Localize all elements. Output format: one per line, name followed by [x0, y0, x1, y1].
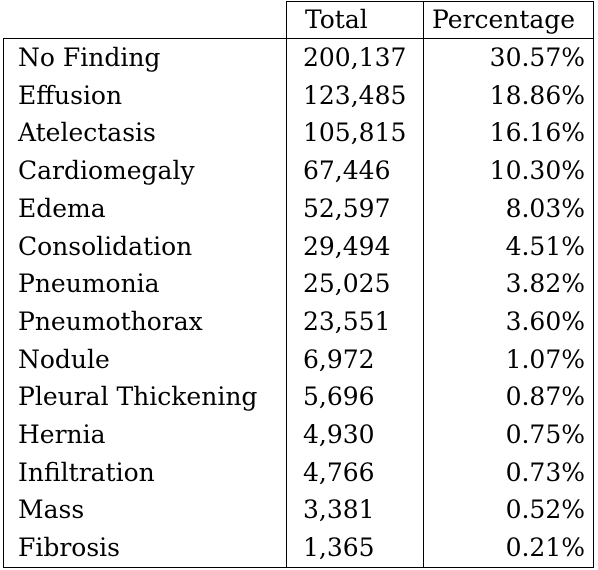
finding-label: Fibrosis [3, 529, 287, 568]
findings-table: Total Percentage No Finding 200,137 30.57%… [3, 1, 594, 568]
table-row: Mass 3,381 0.52% [3, 491, 594, 530]
finding-total: 25,025 [286, 265, 424, 303]
finding-total: 123,485 [286, 76, 424, 115]
finding-total: 5,696 [286, 378, 424, 417]
finding-label: Cardiomegaly [3, 152, 287, 190]
table-row: Infiltration 4,766 0.73% [3, 453, 594, 492]
finding-percentage: 30.57% [423, 38, 594, 77]
finding-label: Atelectasis [3, 114, 287, 153]
finding-total: 6,972 [286, 340, 424, 379]
finding-total: 67,446 [286, 152, 424, 190]
table-row: Nodule 6,972 1.07% [3, 340, 594, 379]
table-row: Pleural Thickening 5,696 0.87% [3, 378, 594, 417]
finding-label: Nodule [3, 340, 287, 379]
header-row: Total Percentage [3, 1, 594, 39]
table-row: Consolidation 29,494 4.51% [3, 227, 594, 266]
finding-percentage: 0.73% [423, 453, 594, 492]
table-row: Edema 52,597 8.03% [3, 189, 594, 228]
finding-total: 23,551 [286, 302, 424, 341]
finding-total: 4,930 [286, 416, 424, 454]
header-total: Total [286, 1, 424, 39]
finding-percentage: 16.16% [423, 114, 594, 153]
finding-total: 105,815 [286, 114, 424, 153]
finding-percentage: 0.75% [423, 416, 594, 454]
finding-label: Consolidation [3, 227, 287, 266]
table-row: Effusion 123,485 18.86% [3, 76, 594, 115]
finding-total: 52,597 [286, 189, 424, 228]
finding-total: 1,365 [286, 529, 424, 568]
table-body: No Finding 200,137 30.57% Effusion 123,485 18… [3, 38, 594, 568]
finding-total: 3,381 [286, 491, 424, 530]
finding-percentage: 3.60% [423, 302, 594, 341]
finding-label: Infiltration [3, 453, 287, 492]
header-percentage: Percentage [423, 1, 594, 39]
finding-total: 4,766 [286, 453, 424, 492]
finding-label: Pneumothorax [3, 302, 287, 341]
finding-label: Effusion [3, 76, 287, 115]
finding-percentage: 0.21% [423, 529, 594, 568]
finding-percentage: 3.82% [423, 265, 594, 303]
finding-label: Pleural Thickening [3, 378, 287, 417]
finding-label: Hernia [3, 416, 287, 454]
finding-label: Edema [3, 189, 287, 228]
finding-label: Pneumonia [3, 265, 287, 303]
finding-percentage: 0.52% [423, 491, 594, 530]
table-row: Cardiomegaly 67,446 10.30% [3, 152, 594, 190]
finding-percentage: 10.30% [423, 152, 594, 190]
table-row: Fibrosis 1,365 0.21% [3, 529, 594, 568]
finding-percentage: 1.07% [423, 340, 594, 379]
table-row: Atelectasis 105,815 16.16% [3, 114, 594, 153]
table-row: Pneumonia 25,025 3.82% [3, 265, 594, 303]
table-row: No Finding 200,137 30.57% [3, 38, 594, 77]
header-empty-cell [3, 1, 287, 39]
finding-percentage: 4.51% [423, 227, 594, 266]
finding-percentage: 18.86% [423, 76, 594, 115]
finding-label: No Finding [3, 38, 287, 77]
finding-percentage: 8.03% [423, 189, 594, 228]
table-row: Hernia 4,930 0.75% [3, 416, 594, 454]
finding-percentage: 0.87% [423, 378, 594, 417]
finding-label: Mass [3, 491, 287, 530]
finding-total: 200,137 [286, 38, 424, 77]
finding-total: 29,494 [286, 227, 424, 266]
table-row: Pneumothorax 23,551 3.60% [3, 302, 594, 341]
